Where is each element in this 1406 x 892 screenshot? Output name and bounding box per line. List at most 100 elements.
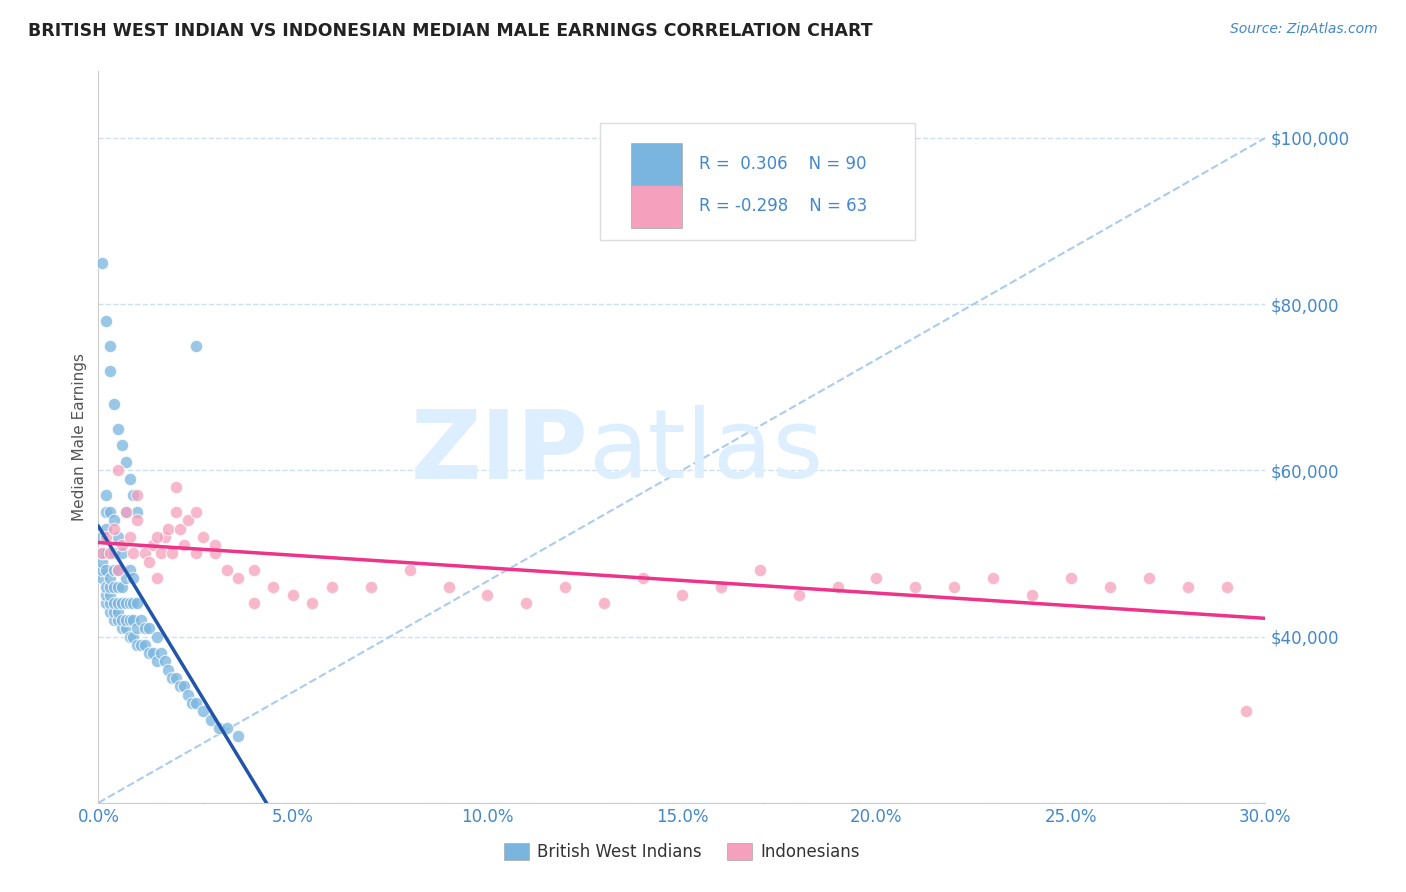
- Point: [477, 588, 499, 602]
- Point: [165, 671, 187, 685]
- Point: [118, 530, 141, 544]
- Point: [98, 505, 121, 519]
- Point: [96, 546, 118, 560]
- Point: [169, 521, 191, 535]
- Point: [129, 638, 152, 652]
- Y-axis label: Median Male Earnings: Median Male Earnings: [72, 353, 87, 521]
- Point: [107, 605, 129, 619]
- Point: [103, 613, 125, 627]
- Text: R =  0.306    N = 90: R = 0.306 N = 90: [699, 155, 868, 173]
- Point: [114, 621, 136, 635]
- Point: [1060, 571, 1083, 585]
- Point: [107, 563, 129, 577]
- Point: [165, 505, 187, 519]
- Point: [129, 613, 152, 627]
- Point: [127, 638, 149, 652]
- Point: [1137, 571, 1160, 585]
- FancyBboxPatch shape: [630, 185, 682, 227]
- Point: [943, 580, 966, 594]
- Point: [122, 571, 145, 585]
- Point: [98, 596, 121, 610]
- Point: [149, 646, 172, 660]
- Point: [98, 546, 121, 560]
- Point: [146, 630, 169, 644]
- Point: [103, 521, 125, 535]
- Point: [91, 255, 114, 269]
- Point: [671, 588, 693, 602]
- Point: [96, 505, 118, 519]
- Point: [1177, 580, 1199, 594]
- Point: [107, 580, 129, 594]
- Point: [98, 339, 121, 353]
- Point: [162, 671, 184, 685]
- Point: [157, 663, 180, 677]
- Point: [122, 546, 145, 560]
- Point: [162, 546, 184, 560]
- Point: [122, 613, 145, 627]
- Point: [96, 580, 118, 594]
- Point: [138, 621, 160, 635]
- Point: [98, 546, 121, 560]
- Point: [169, 680, 191, 694]
- Point: [165, 480, 187, 494]
- Point: [215, 721, 238, 735]
- Point: [96, 488, 118, 502]
- Point: [118, 596, 141, 610]
- Point: [103, 546, 125, 560]
- Point: [91, 571, 114, 585]
- Point: [127, 621, 149, 635]
- Point: [193, 530, 215, 544]
- Point: [114, 455, 136, 469]
- Text: ZIP: ZIP: [411, 405, 589, 499]
- Point: [184, 505, 207, 519]
- Text: BRITISH WEST INDIAN VS INDONESIAN MEDIAN MALE EARNINGS CORRELATION CHART: BRITISH WEST INDIAN VS INDONESIAN MEDIAN…: [28, 22, 873, 40]
- Point: [103, 563, 125, 577]
- Point: [631, 571, 654, 585]
- Point: [193, 705, 215, 719]
- Point: [96, 563, 118, 577]
- Point: [111, 546, 134, 560]
- Point: [118, 472, 141, 486]
- Point: [134, 621, 156, 635]
- Point: [91, 563, 114, 577]
- Point: [865, 571, 887, 585]
- Point: [96, 314, 118, 328]
- Point: [138, 555, 160, 569]
- Point: [134, 638, 156, 652]
- Point: [146, 655, 169, 669]
- Point: [107, 422, 129, 436]
- Point: [173, 538, 195, 552]
- Point: [153, 530, 176, 544]
- Point: [153, 655, 176, 669]
- Point: [142, 646, 165, 660]
- Point: [1021, 588, 1043, 602]
- Legend: British West Indians, Indonesians: British West Indians, Indonesians: [498, 836, 866, 868]
- Point: [184, 339, 207, 353]
- Point: [91, 546, 114, 560]
- Point: [118, 563, 141, 577]
- Point: [710, 580, 733, 594]
- Point: [103, 596, 125, 610]
- Point: [118, 630, 141, 644]
- Text: R = -0.298    N = 63: R = -0.298 N = 63: [699, 197, 868, 215]
- Text: atlas: atlas: [589, 405, 824, 499]
- Point: [184, 546, 207, 560]
- FancyBboxPatch shape: [600, 122, 915, 240]
- Point: [111, 596, 134, 610]
- Point: [98, 571, 121, 585]
- Point: [1234, 705, 1257, 719]
- Point: [107, 613, 129, 627]
- Point: [1215, 580, 1237, 594]
- Point: [103, 397, 125, 411]
- Point: [118, 613, 141, 627]
- Point: [103, 513, 125, 527]
- Point: [904, 580, 927, 594]
- Point: [360, 580, 382, 594]
- Point: [173, 680, 195, 694]
- Point: [107, 596, 129, 610]
- Point: [122, 596, 145, 610]
- Point: [228, 571, 250, 585]
- Point: [554, 580, 576, 594]
- Point: [200, 713, 222, 727]
- Point: [96, 588, 118, 602]
